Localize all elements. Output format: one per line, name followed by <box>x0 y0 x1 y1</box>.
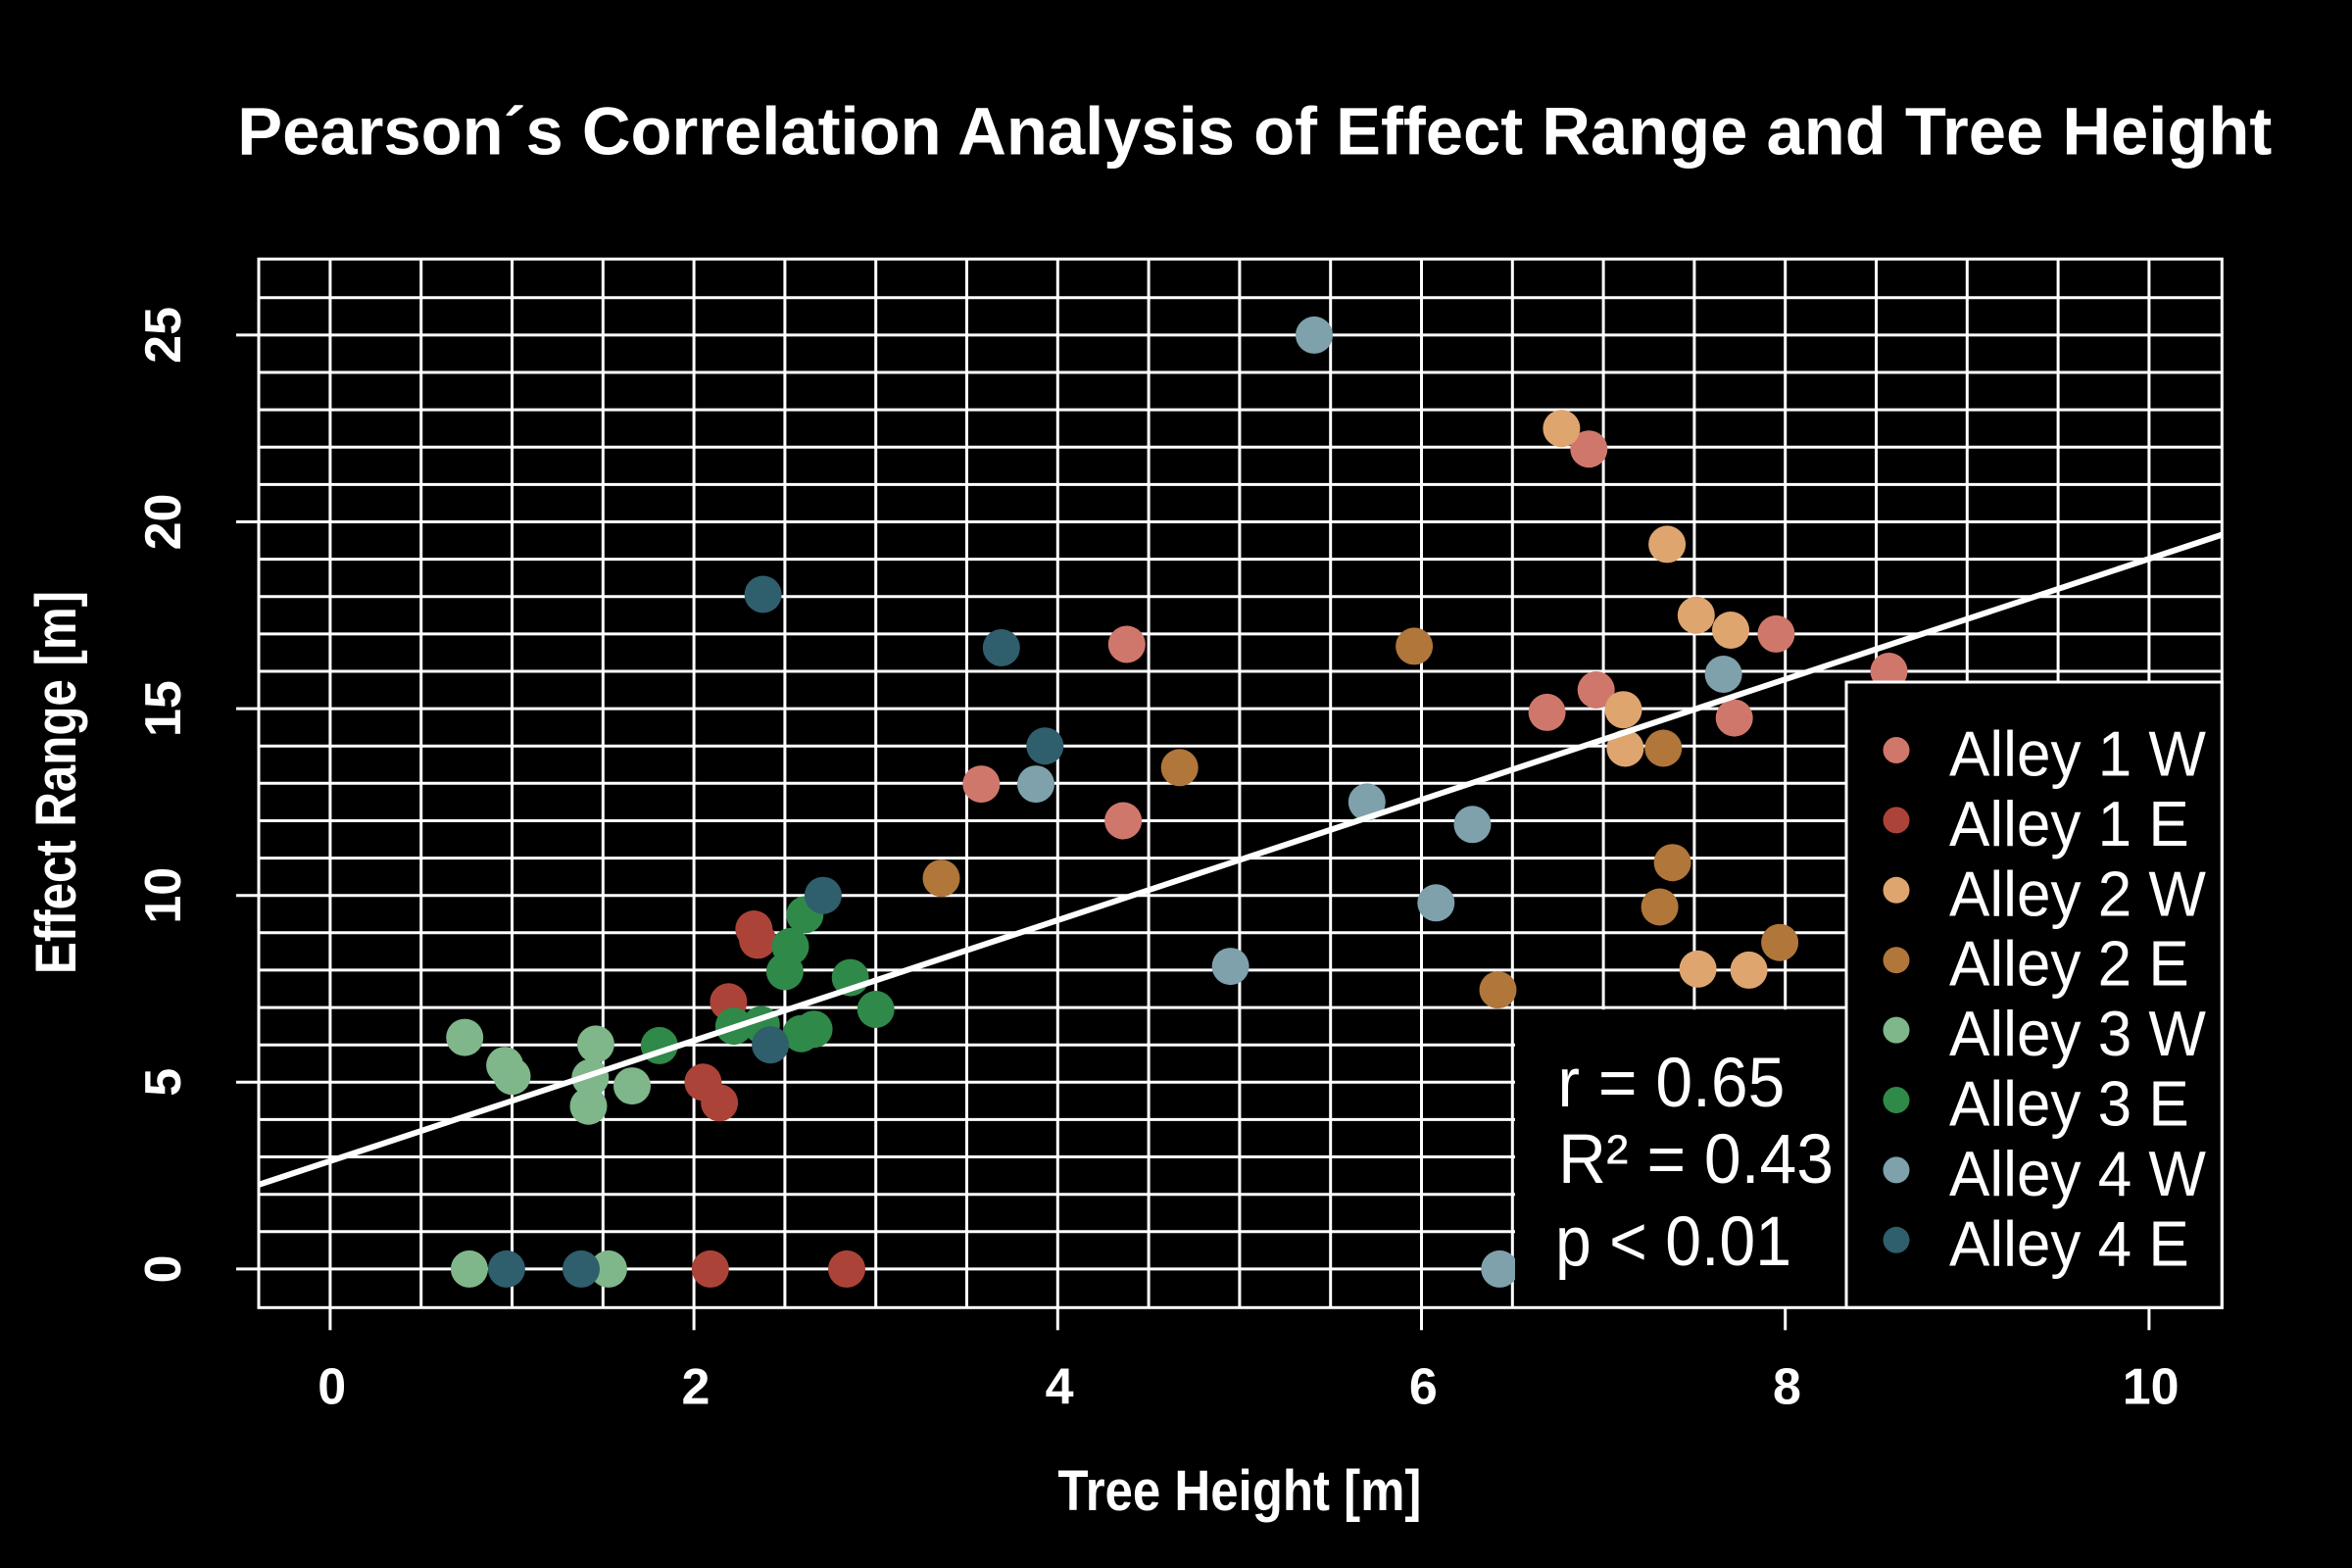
svg-text:8: 8 <box>1773 1359 1801 1416</box>
svg-text:Tree Height [m]: Tree Height [m] <box>1057 1459 1421 1523</box>
svg-text:20: 20 <box>135 494 192 551</box>
svg-text:0: 0 <box>135 1254 192 1283</box>
svg-text:Alley 4 W: Alley 4 W <box>1949 1138 2207 1209</box>
svg-text:Effect Range [m]: Effect Range [m] <box>24 591 88 974</box>
svg-text:p < 0.01: p < 0.01 <box>1555 1203 1791 1281</box>
svg-text:5: 5 <box>135 1068 192 1097</box>
svg-text:10: 10 <box>2123 1359 2180 1416</box>
svg-text:4: 4 <box>1046 1359 1074 1416</box>
svg-text:2: 2 <box>681 1359 710 1416</box>
svg-text:Alley 4 E: Alley 4 E <box>1949 1207 2189 1279</box>
svg-text:6: 6 <box>1409 1359 1438 1416</box>
svg-text:Alley 1 W: Alley 1 W <box>1949 718 2207 790</box>
svg-text:R² = 0.43: R² = 0.43 <box>1558 1121 1834 1199</box>
svg-text:Alley 2 W: Alley 2 W <box>1949 858 2207 929</box>
svg-text:Pearson´s Correlation Analysis: Pearson´s Correlation Analysis of Effect… <box>237 94 2272 170</box>
svg-text:10: 10 <box>135 867 192 924</box>
svg-text:Alley 3 W: Alley 3 W <box>1949 998 2207 1069</box>
svg-text:Alley 1 E: Alley 1 E <box>1949 788 2189 859</box>
svg-text:Alley 2 E: Alley 2 E <box>1949 928 2189 1000</box>
svg-text:25: 25 <box>135 307 192 364</box>
svg-text:Alley 3 E: Alley 3 E <box>1949 1068 2189 1140</box>
svg-text:r = 0.65: r = 0.65 <box>1557 1045 1785 1122</box>
svg-text:0: 0 <box>318 1359 346 1416</box>
svg-text:15: 15 <box>135 680 192 737</box>
